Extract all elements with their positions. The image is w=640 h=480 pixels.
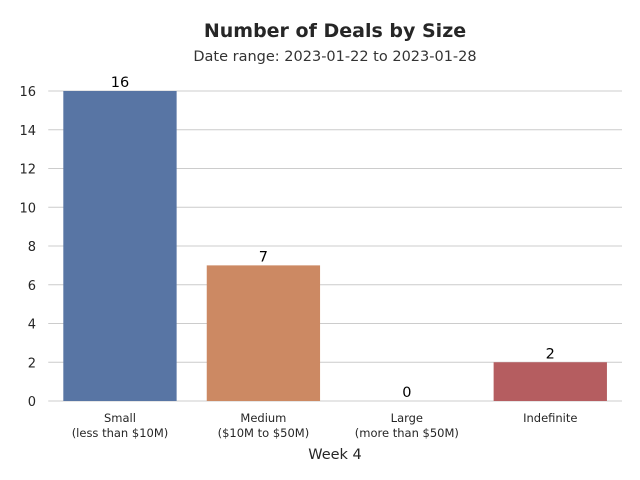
x-tick-label: Large xyxy=(391,411,423,425)
y-axis-ticks: 0 2 4 6 8 10 12 14 16 xyxy=(19,85,36,410)
y-tick-label: 0 xyxy=(28,395,36,410)
x-axis-ticks: Small(less than $10M) Medium($10M to $50M… xyxy=(72,411,578,440)
x-axis-label: Week 4 xyxy=(308,447,362,463)
y-tick-label: 16 xyxy=(19,85,36,100)
y-tick-label: 6 xyxy=(28,279,36,294)
data-label: 0 xyxy=(402,385,411,401)
y-tick-label: 12 xyxy=(19,163,36,178)
x-tick-label: Medium xyxy=(240,411,286,425)
y-tick-label: 10 xyxy=(19,201,36,216)
bars xyxy=(63,91,607,401)
data-label: 2 xyxy=(546,346,555,362)
bar-0 xyxy=(63,91,177,401)
x-tick-label: ($10M to $50M) xyxy=(218,426,310,440)
x-tick-label: Indefinite xyxy=(523,411,577,425)
y-tick-label: 4 xyxy=(28,318,36,333)
data-label: 16 xyxy=(111,75,129,91)
y-tick-label: 14 xyxy=(19,124,36,139)
chart-title: Number of Deals by Size xyxy=(204,20,466,42)
x-tick-label: (more than $50M) xyxy=(355,426,459,440)
bar-3 xyxy=(493,362,607,401)
y-tick-label: 2 xyxy=(28,356,36,371)
y-tick-label: 8 xyxy=(28,240,36,255)
x-tick-label: Small xyxy=(104,411,136,425)
bar-1 xyxy=(206,265,321,401)
data-labels: 16 7 0 2 xyxy=(111,75,555,401)
x-tick-label: (less than $10M) xyxy=(72,426,169,440)
data-label: 7 xyxy=(259,249,268,265)
chart-subtitle: Date range: 2023-01-22 to 2023-01-28 xyxy=(193,49,476,65)
